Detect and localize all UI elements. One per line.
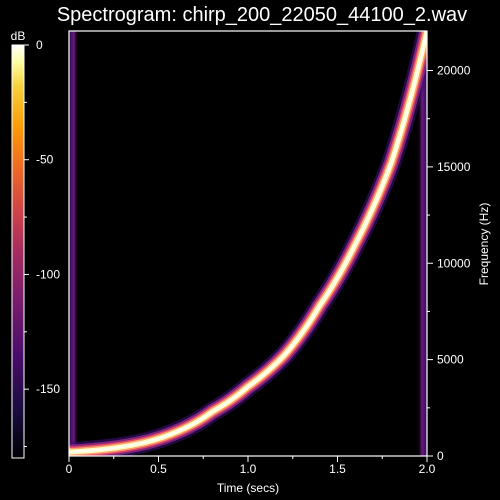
colorbar-tick-label: 0 (36, 38, 43, 52)
x-tick-label: 0.5 (150, 462, 167, 476)
colorbar-tick-label: -100 (36, 267, 60, 281)
colorbar-tick-label: -50 (36, 153, 54, 167)
y-axis-ticks: 0 5000 10000 15000 20000 (427, 64, 471, 463)
colorbar-ticks: 0 -50 -100 -150 (24, 38, 60, 448)
x-tick-label: 0 (66, 462, 73, 476)
x-axis-label: Time (secs) (217, 481, 279, 495)
chirp-band-center (69, 31, 427, 454)
y-tick-label: 5000 (437, 353, 464, 367)
y-tick-label: 15000 (437, 160, 471, 174)
chart-title: Spectrogram: chirp_200_22050_44100_2.wav (57, 4, 467, 26)
colorbar (11, 44, 25, 459)
y-tick-label: 20000 (437, 64, 471, 78)
x-tick-label: 2.0 (419, 462, 436, 476)
left-edge-glow (69, 31, 79, 456)
x-axis-ticks: 0 0.5 1.0 1.5 2.0 (66, 456, 436, 476)
y-tick-label: 0 (437, 449, 444, 463)
colorbar-tick-label: -150 (36, 382, 60, 396)
y-tick-label: 10000 (437, 256, 471, 270)
x-tick-label: 1.0 (240, 462, 257, 476)
chirp-curve (69, 31, 427, 456)
x-tick-label: 1.5 (329, 462, 346, 476)
colorbar-label: dB (11, 29, 26, 43)
right-edge-glow (417, 31, 427, 456)
y-axis-label: Frequency (Hz) (477, 203, 491, 286)
